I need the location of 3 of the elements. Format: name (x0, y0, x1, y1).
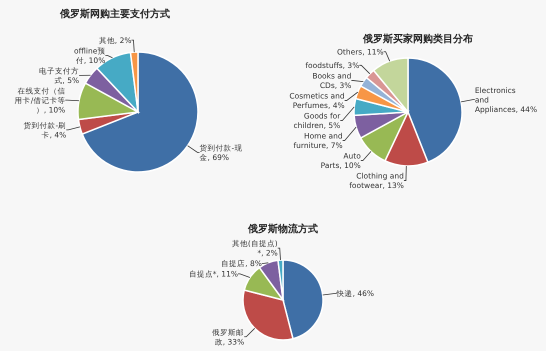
chart-title: 俄罗斯网购主要支付方式 (59, 8, 170, 20)
chart-title: 俄罗斯物流方式 (247, 223, 318, 235)
chart-title: 俄罗斯买家网购类目分布 (362, 33, 473, 45)
